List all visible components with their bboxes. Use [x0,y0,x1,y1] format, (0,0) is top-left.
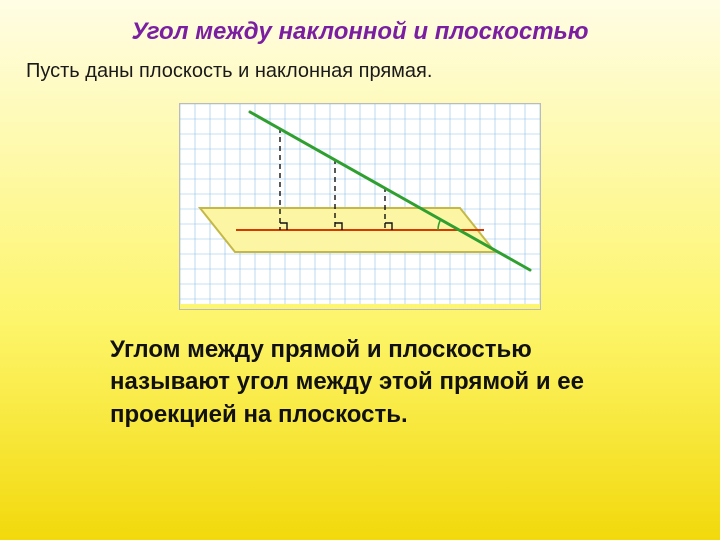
slide: Угол между наклонной и плоскостью Пусть … [0,0,720,540]
slide-title: Угол между наклонной и плоскостью [40,18,680,46]
figure-container [40,103,680,310]
geometry-figure [179,103,541,310]
definition-text: Углом между прямой и плоскостью называют… [110,334,610,431]
figure-svg [180,104,540,304]
intro-text: Пусть даны плоскость и наклонная прямая. [26,60,680,83]
